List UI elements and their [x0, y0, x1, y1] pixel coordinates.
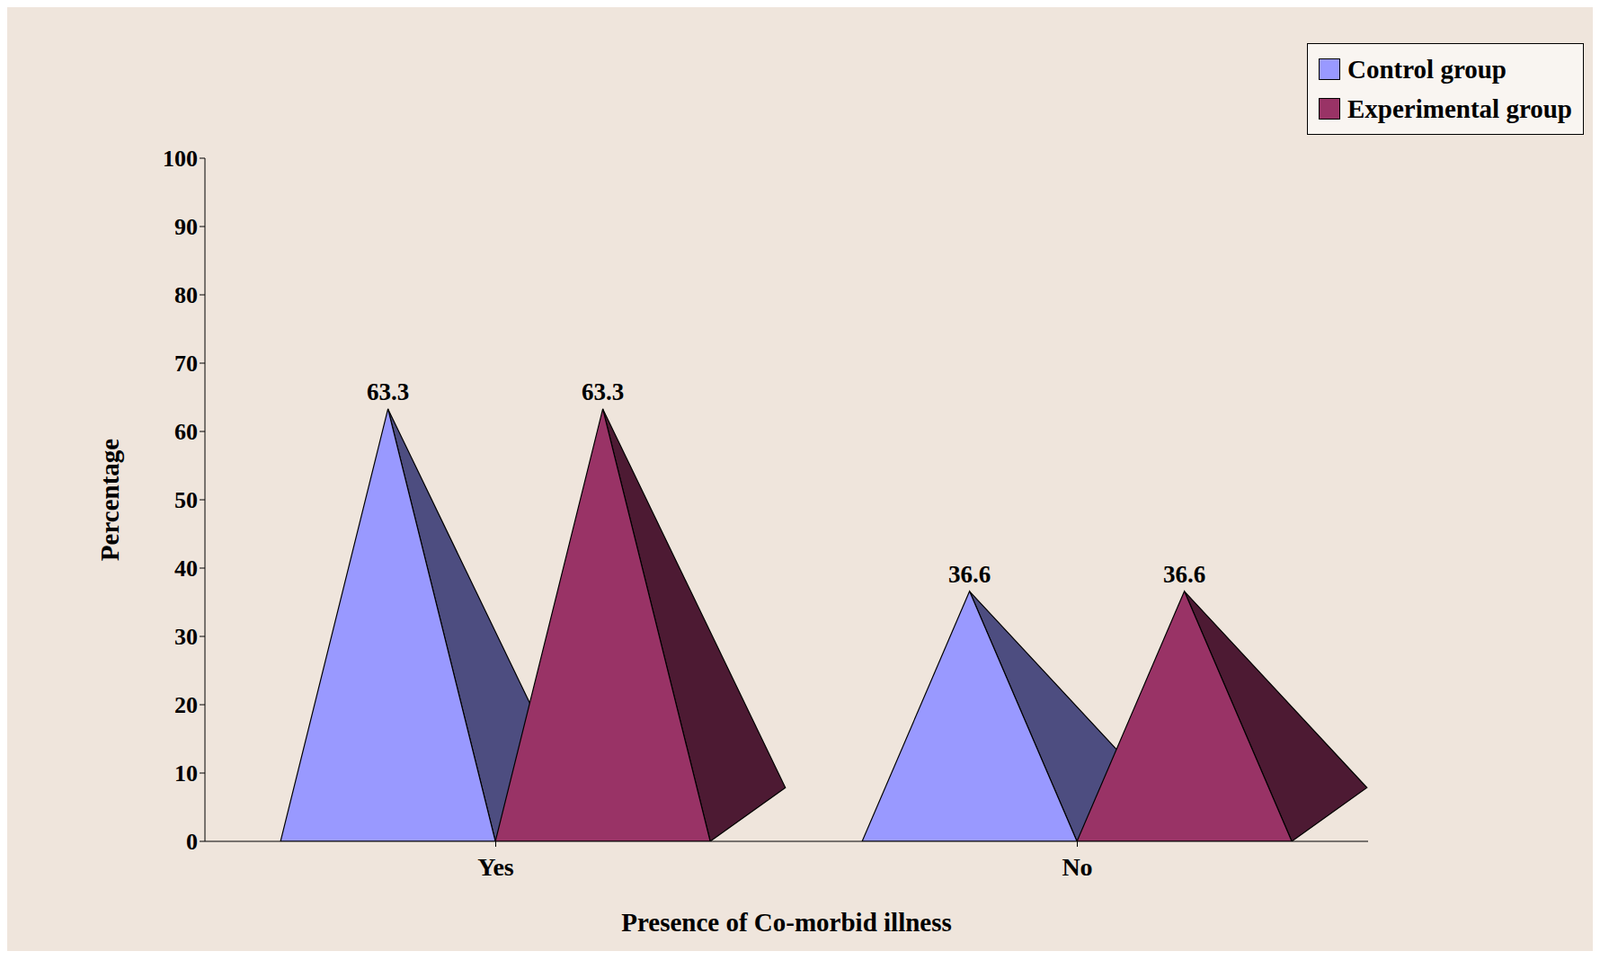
- svg-text:Yes: Yes: [477, 853, 515, 881]
- html-text:Experimental group: Experimental group: [1347, 94, 1573, 124]
- html-text:Control group: Control group: [1347, 54, 1507, 84]
- svg-text:70: 70: [174, 350, 198, 377]
- svg-text:20: 20: [174, 692, 198, 719]
- svg-text:10: 10: [174, 760, 198, 787]
- svg-text:60: 60: [174, 418, 198, 445]
- svg-text:30: 30: [174, 623, 198, 650]
- svg-text:63.3: 63.3: [581, 378, 624, 406]
- svg-text:100: 100: [162, 145, 198, 172]
- svg-text:36.6: 36.6: [948, 560, 991, 588]
- svg-text:Percentage: Percentage: [95, 438, 125, 561]
- svg-text:90: 90: [174, 213, 198, 240]
- svg-text:50: 50: [174, 487, 198, 514]
- svg-text:Presence of Co-morbid illness: Presence of Co-morbid illness: [621, 907, 952, 937]
- svg-text:No: No: [1061, 853, 1093, 881]
- svg-text:63.3: 63.3: [366, 378, 409, 406]
- svg-text:80: 80: [174, 282, 198, 309]
- svg-text:40: 40: [174, 555, 198, 582]
- svg-text:36.6: 36.6: [1163, 560, 1206, 588]
- svg-text:0: 0: [186, 828, 198, 855]
